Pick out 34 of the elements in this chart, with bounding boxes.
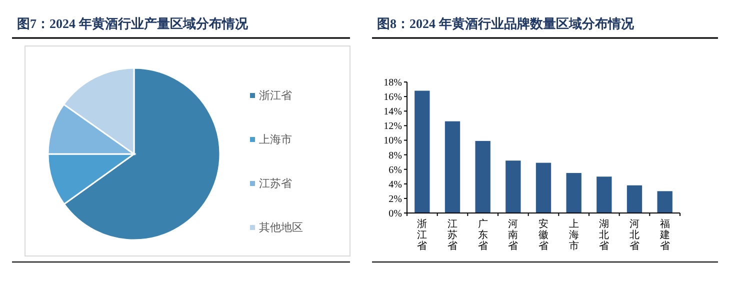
chart-title: 图8：2024 年黄酒行业品牌数量区域分布情况 bbox=[377, 16, 635, 31]
legend-label: 其他地区 bbox=[259, 221, 303, 234]
x-tick-label: 安徽省 bbox=[538, 218, 548, 252]
y-tick-label: 2% bbox=[388, 194, 402, 205]
legend-label: 江苏省 bbox=[259, 177, 292, 190]
legend-label: 浙江省 bbox=[259, 89, 292, 102]
y-tick-label: 6% bbox=[388, 164, 402, 176]
bar bbox=[444, 121, 460, 213]
y-tick-label: 14% bbox=[384, 106, 402, 118]
x-tick-label: 上海市 bbox=[568, 218, 579, 252]
bar bbox=[566, 172, 582, 213]
y-tick-label: 12% bbox=[384, 121, 402, 132]
x-tick-label: 湖北省 bbox=[599, 218, 610, 252]
bar bbox=[506, 160, 521, 213]
x-tick-label: 浙江省 bbox=[417, 218, 428, 252]
y-tick-label: 10% bbox=[384, 136, 402, 147]
x-tick-label: 福建省 bbox=[658, 218, 670, 252]
y-tick-label: 8% bbox=[388, 150, 402, 162]
x-tick-label: 河北省 bbox=[630, 218, 640, 252]
x-tick-label: 广东省 bbox=[478, 218, 488, 252]
y-tick-label: 0% bbox=[388, 208, 402, 220]
bar bbox=[657, 191, 672, 213]
bar bbox=[626, 185, 642, 213]
y-tick-label: 4% bbox=[388, 179, 402, 190]
bar bbox=[475, 140, 490, 213]
legend-label: 上海市 bbox=[259, 133, 292, 146]
bar bbox=[414, 90, 430, 213]
bar bbox=[596, 176, 612, 213]
y-tick-label: 18% bbox=[384, 78, 402, 88]
y-tick-label: 16% bbox=[384, 92, 402, 104]
x-tick-label: 江苏省 bbox=[448, 218, 458, 252]
x-tick-label: 河南省 bbox=[508, 218, 518, 252]
chart-title: 图7：2024 年黄酒行业产量区域分布情况 bbox=[17, 16, 249, 31]
bar bbox=[536, 162, 552, 213]
